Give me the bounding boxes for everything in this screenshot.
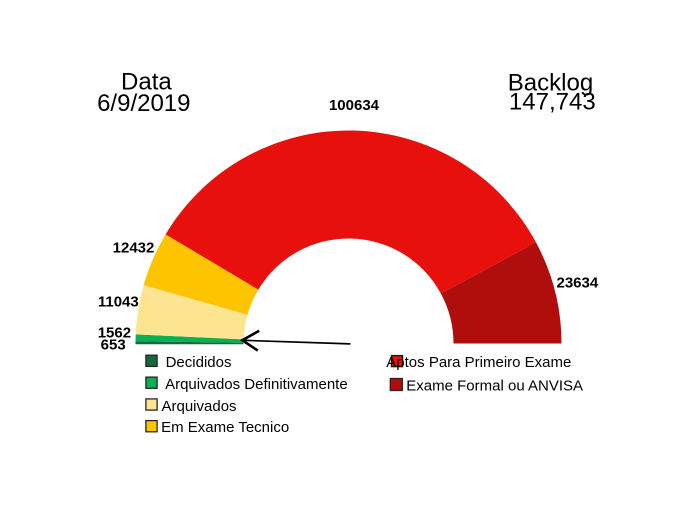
svg-text:100634: 100634 xyxy=(329,97,380,114)
svg-text:Exame Formal ou ANVISA: Exame Formal ou ANVISA xyxy=(406,378,583,395)
svg-text:Data: Data xyxy=(121,68,172,95)
svg-text:Aptos Para Primeiro Exame: Aptos Para Primeiro Exame xyxy=(386,354,571,371)
svg-text:Decididos: Decididos xyxy=(166,354,232,371)
svg-text:Em Exame Tecnico: Em Exame Tecnico xyxy=(161,419,289,436)
svg-text:Arquivados: Arquivados xyxy=(162,398,237,415)
svg-text:6/9/2019: 6/9/2019 xyxy=(97,90,190,117)
svg-text:Backlog: Backlog xyxy=(508,69,593,96)
svg-text:147,743: 147,743 xyxy=(509,88,596,115)
svg-text:Arquivados Definitivamente: Arquivados Definitivamente xyxy=(165,376,348,393)
svg-text:23634: 23634 xyxy=(557,274,599,291)
svg-text:11043: 11043 xyxy=(98,294,139,311)
svg-text:12432: 12432 xyxy=(113,240,155,257)
svg-text:1562: 1562 xyxy=(98,325,131,342)
svg-text:653: 653 xyxy=(101,337,126,354)
